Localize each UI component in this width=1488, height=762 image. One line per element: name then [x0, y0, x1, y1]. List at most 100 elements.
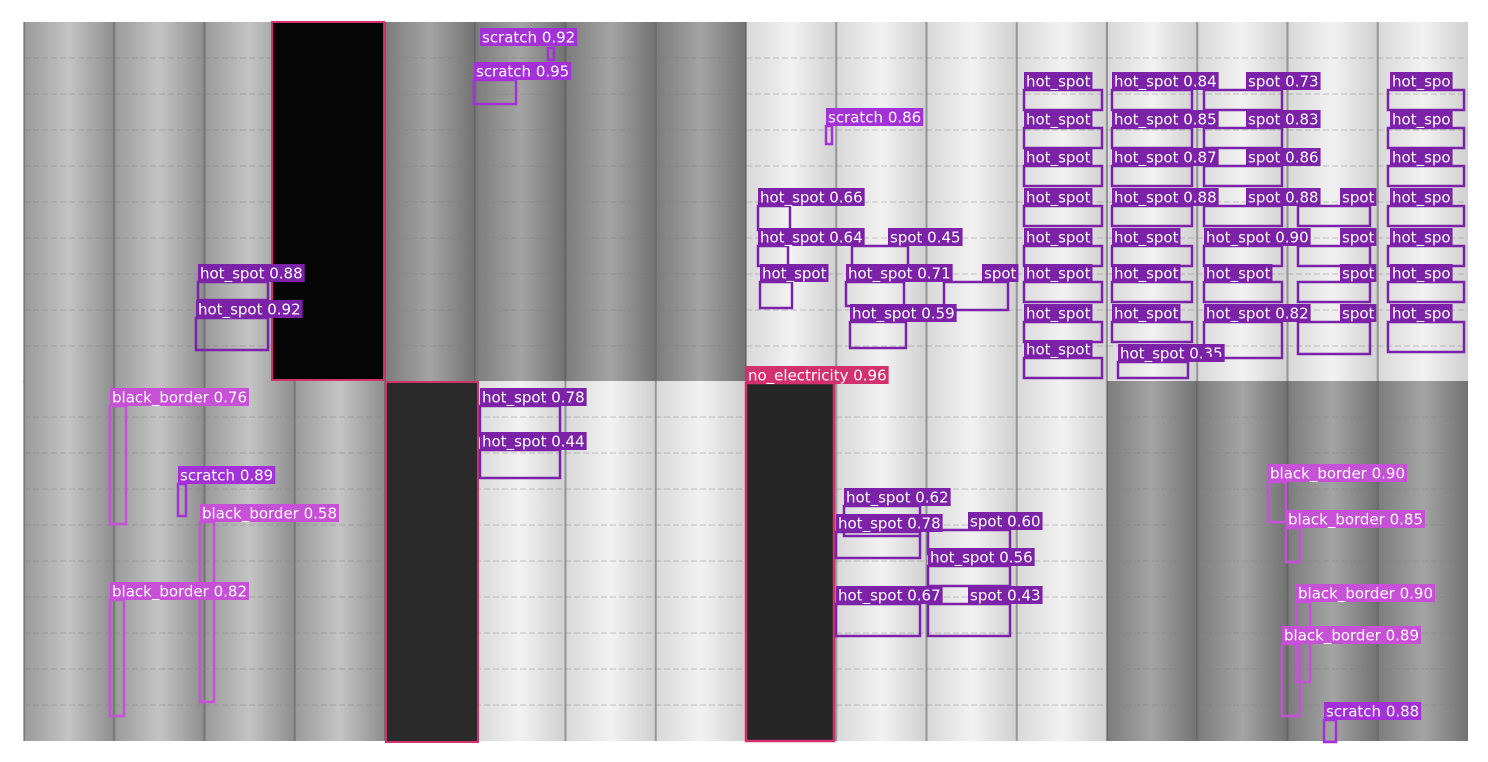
detection-label: hot_spo [1392, 229, 1451, 248]
label-background [758, 228, 865, 246]
detection-label: spot 0.83 [1248, 111, 1319, 129]
label-background [1390, 148, 1453, 166]
detection-label: hot_spot [1026, 305, 1091, 324]
detection-label: hot_spot 0.85 [1114, 111, 1217, 130]
detection-label: no_electricity 0.96 [748, 367, 887, 386]
label-background [1024, 188, 1093, 206]
box [1202, 204, 1284, 228]
detection-label: scratch 0.86 [828, 109, 921, 127]
detection-label: hot_spo [1392, 189, 1451, 208]
detection-label: black_border 0.82 [112, 583, 247, 602]
detection-label: spot [1342, 305, 1375, 323]
detection-label: hot_spot 0.90 [1206, 229, 1309, 248]
label-background [1390, 228, 1453, 246]
detection-label: spot 0.73 [1248, 73, 1319, 91]
detection-label: black_border 0.90 [1298, 585, 1433, 604]
label-background [1024, 72, 1093, 90]
cell [1107, 381, 1198, 741]
detection-label: scratch 0.89 [180, 467, 273, 485]
box [1296, 244, 1372, 268]
label-background [1118, 344, 1225, 362]
detection-label: black_border 0.85 [1288, 511, 1423, 530]
detection-label: hot_spot [1206, 265, 1271, 284]
detection-label: spot [1342, 229, 1375, 247]
label-background [480, 388, 587, 406]
detection-label: hot_spot [1114, 265, 1179, 284]
box [942, 280, 1010, 312]
detection-label: scratch 0.95 [476, 63, 569, 81]
detection-label: hot_spot 0.67 [838, 587, 941, 606]
label-background [1390, 304, 1453, 322]
cell [114, 381, 205, 741]
detection-label: spot [1342, 189, 1375, 207]
label-background [1024, 228, 1093, 246]
cell [565, 22, 656, 382]
cell [836, 381, 927, 741]
label-background [836, 586, 943, 604]
detection-label: hot_spot 0.64 [760, 229, 863, 248]
label-background [1246, 148, 1321, 166]
cell [475, 22, 566, 382]
label-background [1286, 510, 1425, 528]
cell [1377, 381, 1468, 741]
label-background [110, 388, 249, 406]
detection-label: hot_spot 0.62 [846, 489, 949, 508]
cell [24, 381, 115, 741]
detection-label: hot_spot 0.44 [482, 433, 585, 452]
box [271, 21, 385, 381]
detection-label: hot_spot 0.84 [1114, 73, 1217, 92]
label-background [968, 586, 1043, 604]
detection-label: hot_spot 0.66 [760, 189, 863, 208]
detection-label: hot_spot 0.88 [1114, 189, 1217, 208]
detection-label: hot_spot 0.35 [1120, 345, 1223, 364]
detection-label: spot 0.43 [970, 587, 1041, 605]
label-background [1282, 626, 1421, 644]
detection-label: black_border 0.89 [1284, 627, 1419, 646]
label-background [178, 466, 276, 484]
detection-label: hot_spo [1392, 149, 1451, 168]
box [1202, 126, 1284, 150]
label-background [1246, 188, 1321, 206]
detection-label: hot_spot 0.71 [848, 265, 951, 284]
detection-label: hot_spot 0.87 [1114, 149, 1217, 168]
label-background [836, 514, 943, 532]
label-background [1112, 264, 1181, 282]
detection-label: spot 0.86 [1248, 149, 1319, 167]
label-background [1390, 110, 1453, 128]
detection-label: spot [1342, 265, 1375, 283]
detection-label: spot [984, 265, 1017, 283]
detection-label: hot_spot [1114, 229, 1179, 248]
dark-cell [272, 22, 384, 380]
label-background [480, 28, 578, 46]
label-background [1112, 110, 1219, 128]
detection-label: black_border 0.76 [112, 389, 247, 408]
cell [24, 22, 115, 382]
label-background [1340, 228, 1377, 246]
label-background [982, 264, 1019, 282]
label-background [1112, 188, 1219, 206]
detection-label: hot_spot [1026, 189, 1091, 208]
label-background [1340, 304, 1377, 322]
detection-label: black_border 0.90 [1270, 465, 1405, 484]
box [1296, 320, 1372, 356]
label-background [1204, 228, 1311, 246]
detection-label: hot_spo [1392, 305, 1451, 324]
cell [204, 381, 295, 741]
label-background [1390, 188, 1453, 206]
detection-label: hot_spot [1026, 229, 1091, 248]
detection-label: hot_spot 0.59 [852, 305, 955, 324]
label-background [1390, 72, 1453, 90]
label-background [1024, 110, 1093, 128]
label-background [480, 432, 587, 450]
label-background [110, 582, 249, 600]
dark-cell [386, 382, 478, 742]
box [1202, 88, 1284, 112]
label-background [826, 108, 924, 126]
box [1296, 280, 1372, 304]
detection-label: hot_spot [1026, 265, 1091, 284]
detection-label: hot_spot 0.92 [198, 301, 301, 320]
detection-label: hot_spot [1026, 149, 1091, 168]
detection-label: spot 0.60 [970, 513, 1041, 531]
detection-label: hot_spot 0.78 [838, 515, 941, 534]
detection-label: hot_spo [1392, 111, 1451, 130]
